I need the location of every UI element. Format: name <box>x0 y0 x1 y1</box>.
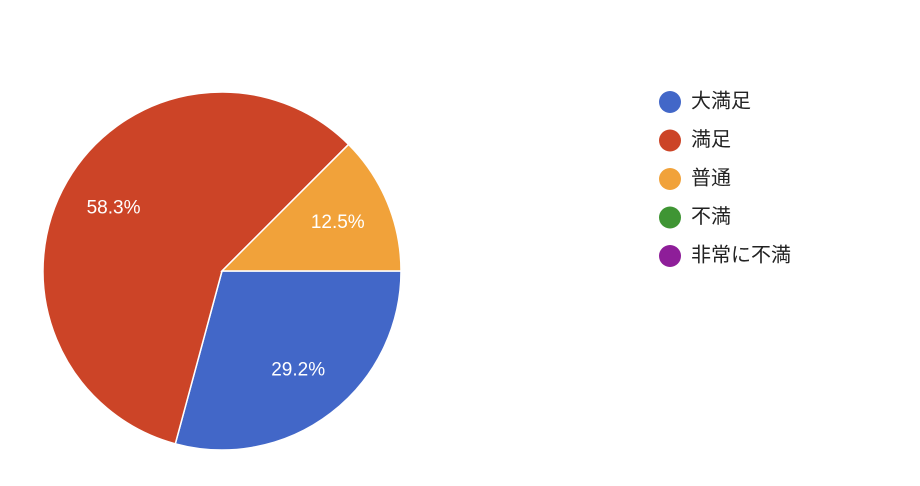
legend-label: 普通 <box>691 166 731 190</box>
legend-label: 非常に不満 <box>691 243 791 267</box>
legend-swatch <box>659 245 681 267</box>
legend-label: 満足 <box>691 127 731 151</box>
data-label: 29.2% <box>271 360 325 381</box>
pie-slice <box>42 91 350 445</box>
legend-swatch <box>659 206 681 229</box>
pie-slice <box>174 270 402 451</box>
legend-swatch <box>659 168 681 190</box>
pie-slice <box>220 143 402 272</box>
legend-label: 不満 <box>691 204 731 228</box>
legend-label: 大満足 <box>691 89 751 113</box>
data-label: 12.5% <box>311 212 365 233</box>
data-label: 58.3% <box>87 197 141 218</box>
legend-swatch <box>659 91 681 113</box>
legend-swatch <box>659 129 681 152</box>
